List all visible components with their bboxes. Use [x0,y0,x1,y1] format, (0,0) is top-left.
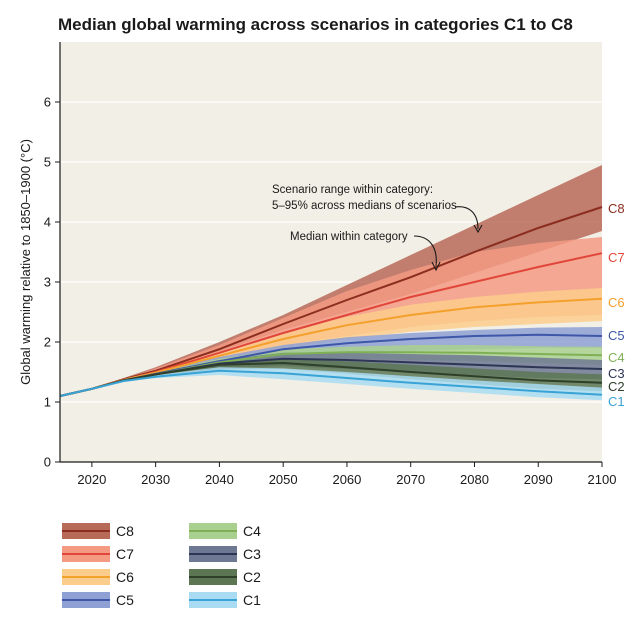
legend-label-c2: C2 [243,569,261,585]
band-c5 [60,327,602,396]
annotation-range-arrowhead [473,224,483,234]
annotation-median-arrow [413,235,437,267]
x-tick-label-3: 2050 [269,472,298,487]
median-lines [59,206,603,397]
x-tick-label-6: 2080 [460,472,489,487]
annotation-median-line-0: Median within category [290,231,408,243]
axes [59,42,602,463]
end-label-c2: C2 [608,379,625,394]
band-c1 [60,367,602,401]
y-tick-label-2: 2 [44,335,51,350]
x-tick-label-7: 2090 [524,472,553,487]
x-tick-label-5: 2070 [396,472,425,487]
y-axis-label: Global warming relative to 1850–1900 (°C… [18,139,33,385]
legend-label-c6: C6 [116,569,134,585]
end-label-c7: C7 [608,250,625,265]
annotation-range-arrow [454,206,479,230]
y-tick-label-6: 6 [44,95,51,110]
end-label-c1: C1 [608,394,625,409]
legend-label-c4: C4 [243,523,261,539]
annotation-range-line-1: 5–95% across medians of scenarios [272,200,457,212]
legend-label-c7: C7 [116,546,134,562]
legend-label-c3: C3 [243,546,261,562]
x-tick-label-8: 2100 [588,472,617,487]
end-label-c4: C4 [608,350,625,365]
legend-label-c5: C5 [116,592,134,608]
band-c6 [60,288,602,396]
legend-label-c8: C8 [116,523,134,539]
end-label-c5: C5 [608,328,625,343]
y-tick-label-5: 5 [44,155,51,170]
x-tick-label-4: 2060 [332,472,361,487]
end-label-c3: C3 [608,366,625,381]
x-tick-label-2: 2040 [205,472,234,487]
legend: C8 C7 C6 C5 C4 C3 C2 C1 [62,523,261,608]
y-tick-label-1: 1 [44,395,51,410]
annotations: Scenario range within category: 5–95% acr… [272,184,483,272]
x-tick-label-1: 2030 [141,472,170,487]
annotation-median-arrowhead [431,261,441,272]
y-axis-ticks: 0 1 2 3 4 5 6 [44,95,60,470]
median-line-c1 [59,369,603,397]
annotation-range-line-0: Scenario range within category: [272,184,433,196]
end-label-c8: C8 [608,201,625,216]
y-tick-label-4: 4 [44,215,51,230]
x-tick-label-0: 2020 [77,472,106,487]
x-axis-ticks: 2020 2030 2040 2050 2060 2070 2080 2090 2100 [77,462,616,487]
y-tick-label-3: 3 [44,275,51,290]
chart-title: Median global warming across scenarios i… [58,15,573,34]
legend-label-c1: C1 [243,592,261,608]
y-tick-label-0: 0 [44,455,51,470]
end-label-c6: C6 [608,295,625,310]
